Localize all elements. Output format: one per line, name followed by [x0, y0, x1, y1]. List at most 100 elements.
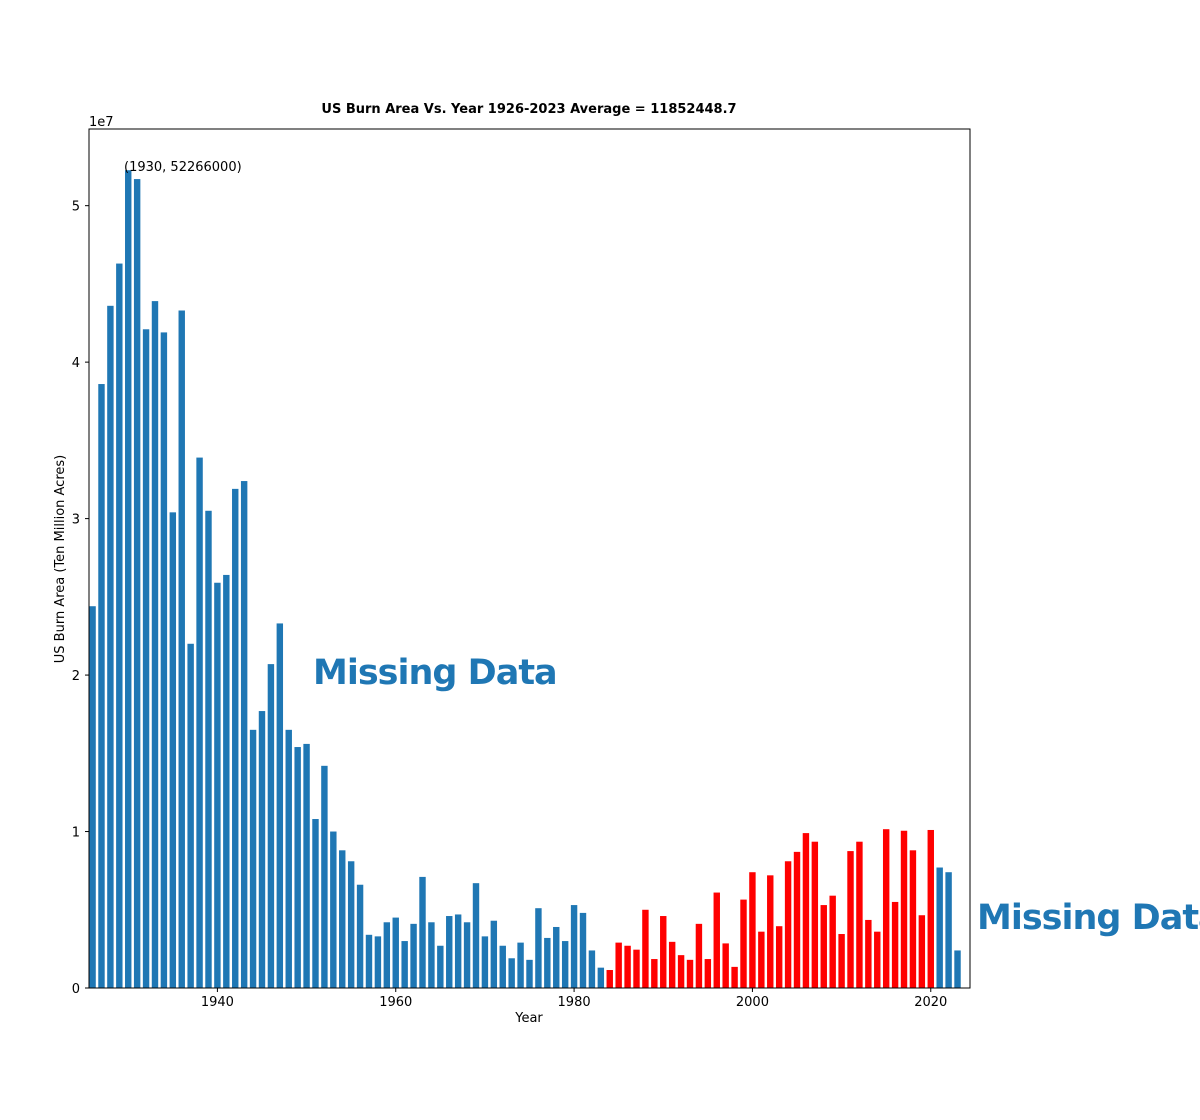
missing-data-label-outside: Missing Data — [977, 898, 1200, 938]
bar-1970 — [481, 936, 489, 988]
bar-1929 — [116, 263, 123, 988]
bar-1935 — [169, 512, 177, 988]
y-tick-label: 5 — [72, 200, 80, 215]
bar-1969 — [472, 883, 480, 988]
bar-1972 — [499, 945, 506, 988]
x-ticks-group: 1940 1960 1980 2000 2020 — [201, 988, 947, 1010]
bar-1933 — [151, 301, 159, 988]
x-tick-label: 1980 — [558, 995, 591, 1010]
bar-1959 — [383, 922, 391, 988]
x-tick-label: 1960 — [379, 995, 412, 1010]
bar-1981 — [579, 912, 587, 988]
bar-1991 — [668, 941, 676, 988]
bar-2001 — [758, 931, 765, 988]
y-tick-label: 0 — [72, 982, 80, 997]
bar-2016 — [891, 901, 899, 988]
bar-1938 — [196, 457, 203, 989]
bar-1999 — [740, 899, 747, 988]
bar-1945 — [258, 711, 266, 988]
y-tick-label: 4 — [72, 356, 80, 371]
bar-1965 — [437, 945, 444, 988]
bar-1992 — [677, 955, 685, 988]
bar-1936 — [178, 310, 185, 988]
bar-2004 — [784, 861, 792, 988]
bar-1974 — [517, 942, 524, 988]
bar-1941 — [223, 574, 230, 988]
y-tick-label: 1 — [72, 826, 80, 841]
bar-1993 — [686, 959, 694, 988]
bar-1953 — [330, 831, 337, 988]
bar-1990 — [660, 916, 667, 988]
bar-1956 — [356, 884, 364, 988]
bar-2008 — [820, 905, 827, 988]
bar-1960 — [392, 917, 399, 988]
chart-title: US Burn Area Vs. Year 1926-2023 Average … — [321, 102, 736, 117]
bar-1977 — [544, 937, 551, 988]
bar-1979 — [561, 941, 569, 988]
bar-2010 — [838, 934, 845, 988]
x-tick-label: 2020 — [914, 995, 947, 1010]
bar-1978 — [553, 926, 560, 988]
bar-2017 — [900, 830, 908, 988]
bar-1934 — [160, 332, 168, 988]
x-tick-label: 2000 — [736, 995, 769, 1010]
bar-1955 — [347, 861, 355, 988]
bar-2022 — [945, 872, 952, 988]
bar-1966 — [446, 916, 453, 988]
bar-1973 — [508, 958, 515, 988]
bars-group — [89, 170, 961, 989]
bar-1994 — [695, 923, 703, 988]
bar-1963 — [419, 876, 426, 988]
bar-2006 — [802, 833, 810, 988]
bar-1926 — [89, 606, 96, 988]
bar-1986 — [624, 945, 631, 988]
bar-1962 — [410, 923, 417, 988]
bar-1985 — [615, 942, 622, 988]
y-ticks-group: 0 1 2 3 4 5 — [72, 200, 89, 997]
bar-1942 — [232, 488, 239, 988]
bar-1946 — [267, 664, 275, 988]
bar-1950 — [303, 743, 310, 988]
bar-1996 — [713, 892, 720, 988]
bar-1964 — [428, 922, 435, 988]
bar-2009 — [829, 895, 836, 988]
bar-1954 — [339, 850, 346, 988]
bar-1980 — [570, 905, 578, 988]
bar-2011 — [847, 851, 854, 988]
bar-2020 — [927, 829, 934, 988]
bar-2013 — [865, 919, 872, 988]
bar-1927 — [98, 384, 105, 988]
bar-1939 — [205, 510, 212, 988]
bar-2018 — [909, 850, 917, 988]
bar-2012 — [856, 841, 863, 988]
plot-frame — [88, 128, 971, 989]
bar-1943 — [240, 481, 248, 988]
bar-1975 — [526, 959, 533, 988]
bar-2014 — [874, 931, 881, 988]
bar-1971 — [490, 920, 498, 988]
bar-1947 — [276, 623, 284, 988]
bar-1976 — [535, 908, 542, 988]
bar-1931 — [133, 179, 141, 988]
bar-1984 — [606, 970, 613, 988]
bar-1930 — [125, 170, 132, 988]
bar-2002 — [767, 875, 774, 988]
bar-1988 — [642, 909, 649, 988]
bar-1987 — [633, 949, 640, 988]
bar-2003 — [775, 926, 783, 988]
bar-1944 — [249, 729, 257, 988]
bar-1949 — [294, 747, 301, 988]
bar-1968 — [463, 922, 471, 988]
bar-1983 — [597, 967, 605, 988]
x-tick-label: 1940 — [201, 995, 234, 1010]
bar-1958 — [374, 936, 382, 988]
bar-1928 — [107, 305, 114, 988]
bar-1952 — [321, 765, 328, 988]
bar-1998 — [731, 966, 738, 988]
bar-1982 — [588, 950, 596, 988]
max-value-annotation: (1930, 52266000) — [124, 160, 242, 175]
bar-1989 — [651, 959, 658, 988]
bar-2015 — [882, 829, 890, 988]
y-axis-label: US Burn Area (Ten Million Acres) — [53, 455, 68, 663]
